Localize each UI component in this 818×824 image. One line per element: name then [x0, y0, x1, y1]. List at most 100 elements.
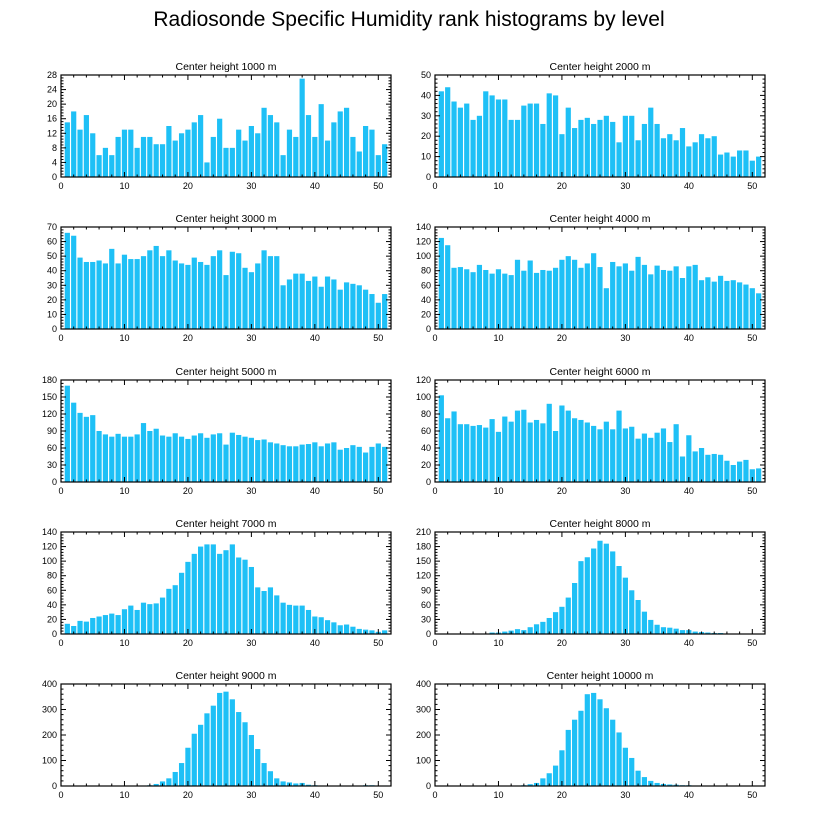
histogram-bar	[667, 134, 673, 177]
panel-title: Center height 6000 m	[550, 366, 651, 378]
histogram-bar	[280, 781, 286, 786]
y-tick-label: 30	[421, 111, 431, 121]
y-tick-label: 12	[47, 128, 57, 138]
histogram-bar	[476, 425, 483, 482]
histogram-bar	[756, 156, 762, 177]
histogram-bar	[96, 431, 102, 482]
histogram-bar	[217, 433, 223, 482]
x-tick-label: 0	[432, 333, 437, 343]
y-tick-label: 4	[52, 157, 57, 167]
x-tick-label: 20	[183, 181, 193, 191]
x-tick-label: 20	[183, 790, 193, 800]
histogram-bar	[324, 443, 331, 482]
panel-title: Center height 3000 m	[176, 213, 277, 225]
histogram-bar	[280, 602, 286, 634]
y-tick-label: 0	[52, 781, 57, 791]
histogram-bar	[635, 770, 641, 786]
histogram-bar	[508, 275, 514, 329]
y-tick-label: 120	[416, 375, 431, 385]
x-tick-label: 50	[747, 181, 757, 191]
histogram-bar	[692, 451, 698, 482]
histogram-bar	[312, 616, 318, 634]
histogram-bar	[71, 111, 77, 177]
histogram-bar	[711, 281, 717, 329]
histogram-bar	[603, 421, 609, 482]
histogram-bar	[673, 628, 679, 634]
histogram-bar	[159, 144, 166, 177]
histogram-bar	[597, 540, 603, 634]
histogram-bar	[153, 428, 159, 482]
histogram-bar	[660, 428, 667, 482]
histogram-bar	[64, 232, 70, 329]
x-tick-label: 0	[58, 333, 63, 343]
histogram-bar	[382, 294, 388, 329]
x-tick-label: 40	[684, 790, 694, 800]
histogram-bar	[648, 437, 654, 482]
x-tick-label: 50	[747, 790, 757, 800]
histogram-bar	[749, 288, 755, 329]
histogram-bar	[533, 272, 540, 329]
x-tick-label: 50	[373, 638, 383, 648]
x-tick-label: 10	[119, 638, 129, 648]
y-tick-label: 60	[47, 585, 57, 595]
histogram-bar	[128, 129, 134, 177]
x-tick-label: 10	[493, 790, 503, 800]
histogram-bar	[267, 442, 274, 482]
histogram-bar	[147, 431, 153, 482]
histogram-bar	[502, 99, 508, 177]
histogram-bar	[229, 251, 235, 329]
histogram-bar	[457, 107, 463, 177]
histogram-bar	[280, 155, 286, 177]
x-tick-label: 50	[373, 181, 383, 191]
histogram-bar	[756, 293, 762, 329]
histogram-bar	[267, 115, 274, 177]
histogram-bar	[369, 446, 375, 482]
histogram-bar	[331, 622, 337, 634]
histogram-bar	[546, 93, 552, 177]
histogram-bar	[236, 253, 242, 329]
histogram-panel-7: Center height 7000 m 0 10 20 30 40 50 0 20 40 60 80…	[42, 518, 392, 648]
histogram-bar	[299, 444, 305, 482]
histogram-bar	[622, 428, 628, 482]
y-tick-label: 100	[416, 392, 431, 402]
x-tick-label: 10	[493, 486, 503, 496]
histogram-bar	[705, 632, 711, 634]
histogram-bar	[483, 91, 489, 177]
histogram-bar	[756, 468, 762, 482]
x-tick-label: 10	[493, 333, 503, 343]
y-tick-label: 60	[421, 426, 431, 436]
histogram-bar	[223, 444, 229, 482]
histogram-bar	[667, 442, 673, 482]
histogram-bar	[470, 425, 476, 482]
histogram-panel-6: Center height 6000 m 0 10 20 30 40 50 0 20 40 60 80…	[416, 366, 766, 496]
histogram-bar	[350, 445, 356, 482]
histogram-bar	[572, 418, 578, 482]
histogram-bar	[261, 439, 267, 482]
histogram-bar	[128, 436, 134, 482]
histogram-bar	[578, 419, 584, 482]
histogram-bar	[217, 250, 223, 329]
histogram-bar	[514, 259, 521, 329]
x-tick-label: 0	[58, 486, 63, 496]
histogram-bar	[267, 771, 274, 786]
histogram-bar	[749, 160, 755, 177]
histogram-bar	[83, 115, 89, 177]
x-tick-label: 40	[310, 790, 320, 800]
histogram-bar	[64, 623, 70, 634]
histogram-bar	[305, 444, 312, 482]
histogram-bar	[445, 87, 451, 177]
x-tick-label: 20	[557, 638, 567, 648]
histogram-bar	[198, 546, 204, 634]
histogram-bar	[705, 454, 711, 482]
histogram-bar	[641, 433, 648, 482]
histogram-bar	[565, 107, 571, 177]
histogram-bar	[343, 282, 350, 329]
x-tick-label: 30	[620, 638, 630, 648]
histogram-bar	[229, 432, 235, 482]
y-tick-label: 300	[416, 705, 431, 715]
histogram-bar	[483, 269, 489, 329]
x-tick-label: 40	[310, 333, 320, 343]
histogram-bar	[451, 101, 457, 177]
histogram-bar	[673, 266, 679, 329]
histogram-bar	[635, 600, 641, 634]
